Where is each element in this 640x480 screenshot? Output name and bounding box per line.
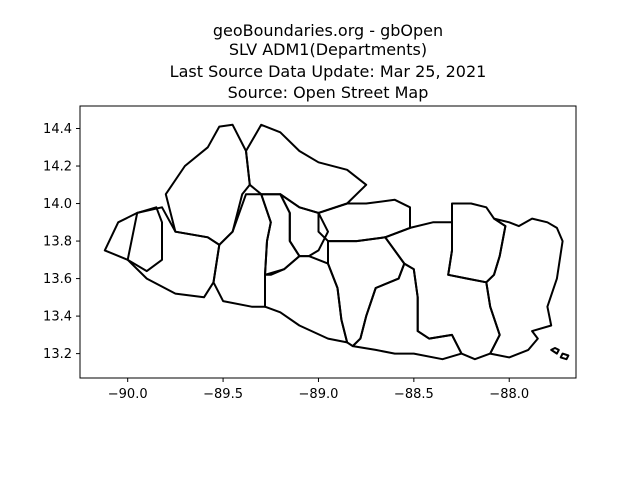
region-cuscatlan xyxy=(279,193,329,258)
y-tick-label: 14.4 xyxy=(43,122,72,137)
axes-frame xyxy=(79,105,577,379)
axes: −90.0 −89.5 −89.0 −88.5 −88.0 13.2 13.4 13.6 13.… xyxy=(43,105,577,402)
x-tick-label: −88.0 xyxy=(489,387,529,402)
title-line-2: SLV ADM1(Departments) xyxy=(229,40,427,59)
y-tick-label: 13.2 xyxy=(43,347,72,362)
y-tick-label: 13.8 xyxy=(43,235,72,250)
y-tick-label: 13.4 xyxy=(43,310,72,325)
x-tick-label: −89.5 xyxy=(203,387,243,402)
title-line-3: Last Source Data Update: Mar 25, 2021 xyxy=(170,62,487,81)
map-layer xyxy=(103,123,570,361)
region-island-a xyxy=(550,347,560,355)
region-la-union xyxy=(485,217,564,359)
title: geoBoundaries.org - gbOpen SLV ADM1(Depa… xyxy=(170,21,487,102)
region-ahuachapan xyxy=(103,206,163,273)
x-tick-label: −90.0 xyxy=(108,387,148,402)
title-line-1: geoBoundaries.org - gbOpen xyxy=(213,21,443,40)
x-tick-label: −88.5 xyxy=(394,387,434,402)
title-line-4: Source: Open Street Map xyxy=(228,83,429,102)
y-tick-label: 13.6 xyxy=(43,272,72,287)
x-tick-label: −89.0 xyxy=(299,387,339,402)
y-tick-label: 14.2 xyxy=(43,160,72,175)
y-tick-label: 14.0 xyxy=(43,197,72,212)
region-island-b xyxy=(559,352,570,361)
